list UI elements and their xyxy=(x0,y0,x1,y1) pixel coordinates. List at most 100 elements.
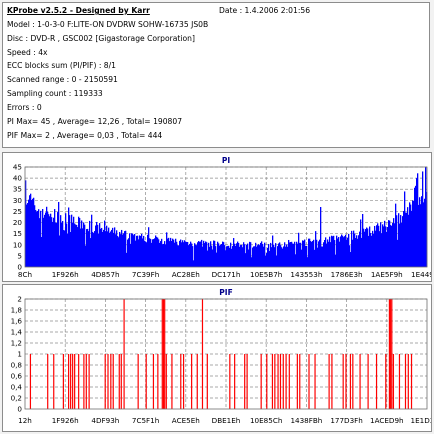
info-pif-stats: PIF Max= 2 , Average= 0,03 , Total= 444 xyxy=(7,131,163,140)
pi-bar xyxy=(40,210,42,267)
pi-bar xyxy=(96,221,98,267)
pi-bar xyxy=(52,221,54,267)
info-scanned-range: Scanned range : 0 - 2150591 xyxy=(7,75,118,84)
y-tick-label: 20 xyxy=(13,218,23,227)
pi-bar xyxy=(130,243,132,267)
pi-bar xyxy=(252,247,254,267)
pi-bar xyxy=(285,246,287,267)
pi-bar xyxy=(356,235,358,267)
y-tick-label: 5 xyxy=(17,251,22,260)
pi-bar xyxy=(126,252,128,267)
chart-title: PI xyxy=(222,156,230,165)
pi-bar xyxy=(247,243,249,267)
pi-bar xyxy=(220,244,222,267)
pif-bar xyxy=(137,354,139,409)
pi-bar xyxy=(289,242,291,267)
pi-bar xyxy=(54,209,56,267)
x-tick-label: DC171h xyxy=(212,270,241,279)
pi-bar xyxy=(34,205,36,267)
pi-bar xyxy=(168,237,170,267)
pi-bar xyxy=(309,238,311,267)
pi-bar xyxy=(42,209,44,267)
pi-bar xyxy=(401,222,403,267)
pi-bar xyxy=(25,180,27,267)
pif-bar xyxy=(271,354,274,409)
pi-bar xyxy=(320,207,322,267)
pi-bar xyxy=(281,247,283,267)
pi-bar xyxy=(361,237,363,267)
pi-bar xyxy=(119,231,121,267)
pi-bar xyxy=(264,242,266,267)
pi-bar xyxy=(135,240,137,267)
pif-bar xyxy=(180,354,182,409)
pif-bar xyxy=(246,354,248,409)
y-tick-label: 1 xyxy=(17,350,22,359)
pi-bar xyxy=(238,242,240,267)
pif-bar xyxy=(285,354,287,409)
pi-bar xyxy=(99,223,101,267)
pi-bar xyxy=(137,235,139,267)
pif-bar xyxy=(47,354,49,409)
pi-bar xyxy=(208,242,210,267)
pi-bar xyxy=(417,173,419,267)
pi-bar xyxy=(211,245,213,267)
pi-bar xyxy=(49,216,51,267)
pi-bar xyxy=(150,239,152,267)
pi-bar xyxy=(57,212,59,267)
pi-bar xyxy=(326,243,328,267)
pi-bar xyxy=(131,233,133,267)
pi-bar xyxy=(76,224,78,267)
pi-bar xyxy=(398,213,400,267)
pi-bar xyxy=(308,238,310,267)
pif-bars xyxy=(29,299,413,409)
y-tick-label: 25 xyxy=(13,207,22,216)
pi-bar xyxy=(381,233,383,267)
pi-bar xyxy=(380,222,382,267)
pi-bar xyxy=(384,220,386,267)
chart-title: PIF xyxy=(219,288,232,297)
pi-bar xyxy=(278,243,280,267)
pi-bar xyxy=(353,230,355,267)
pi-bar xyxy=(330,242,332,267)
pi-bar xyxy=(406,212,408,267)
pi-bar xyxy=(306,245,308,267)
pi-bar xyxy=(206,242,208,267)
pi-bar xyxy=(28,199,30,267)
pi-bar xyxy=(142,238,144,267)
pi-bar xyxy=(421,196,423,267)
pi-bar xyxy=(387,226,389,267)
pif-bar xyxy=(345,354,347,409)
pi-bar xyxy=(175,238,177,267)
y-tick-label: 0 xyxy=(17,405,22,414)
pi-bar xyxy=(376,225,378,267)
pi-bar xyxy=(148,227,150,267)
pif-bar xyxy=(349,354,352,409)
pi-bar xyxy=(290,242,292,267)
pi-bar xyxy=(145,241,147,267)
pi-bar xyxy=(104,220,106,267)
x-tick-label: 1AE5F9h xyxy=(371,270,403,279)
pi-bar xyxy=(204,243,206,267)
x-tick-label: DBE1Eh xyxy=(212,416,241,425)
pif-bar xyxy=(112,354,114,409)
pi-bar xyxy=(77,227,79,267)
app-title: KProbe v2.5.2 - Designed by Karr xyxy=(7,6,150,15)
pi-bar xyxy=(365,228,367,267)
x-tick-label: 12h xyxy=(18,416,32,425)
x-tick-label: 1E4496h xyxy=(411,270,431,279)
pif-bar xyxy=(392,354,395,409)
pi-bar xyxy=(227,246,229,267)
y-tick-label: 1,2 xyxy=(11,339,22,348)
info-sampling-count: Sampling count : 119333 xyxy=(7,89,103,98)
pi-bar xyxy=(48,214,50,267)
pi-bar xyxy=(43,217,45,267)
pi-bar xyxy=(199,241,201,267)
pi-bar xyxy=(39,218,41,267)
pif-bar xyxy=(244,354,246,409)
pi-bar xyxy=(89,220,91,267)
pi-bar xyxy=(184,240,186,267)
pi-bar xyxy=(51,217,53,267)
pi-bar xyxy=(296,241,298,267)
pi-bar xyxy=(140,235,142,267)
x-tick-label: 1F926h xyxy=(52,416,79,425)
